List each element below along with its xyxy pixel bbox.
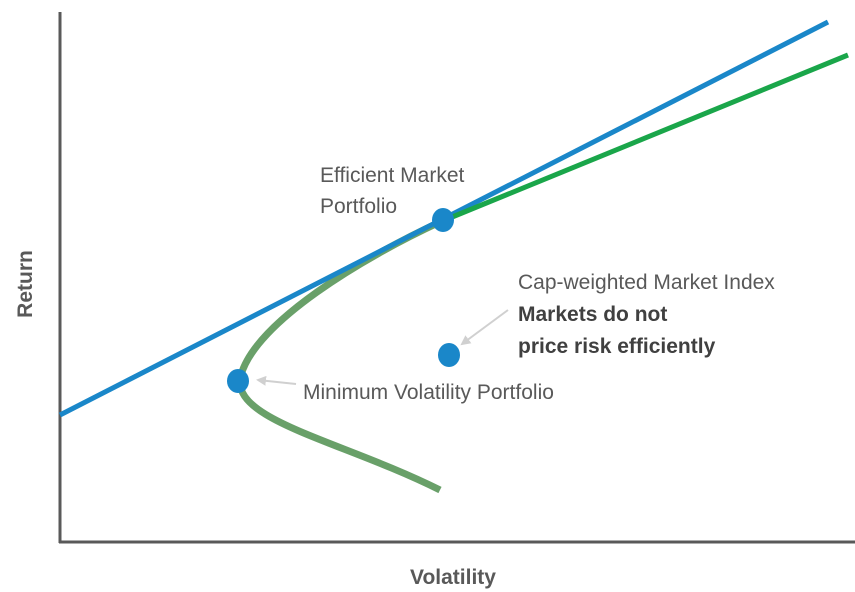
- frontier-extension: [439, 52, 849, 225]
- min-vol-point: [227, 369, 249, 393]
- annotation: Efficient Market: [320, 164, 464, 187]
- annotation: price risk efficiently: [518, 335, 716, 358]
- arrow: [460, 309, 509, 346]
- x-axis-label: Volatility: [410, 566, 496, 589]
- annotation: Minimum Volatility Portfolio: [303, 381, 554, 404]
- arrow: [256, 375, 297, 386]
- efficient-frontier: [236, 218, 442, 494]
- y-axis-label: Return: [14, 250, 37, 318]
- annotation: Markets do not: [518, 303, 667, 326]
- annotation: Cap-weighted Market Index: [518, 271, 775, 294]
- cap-weighted-point: [438, 343, 460, 367]
- efficient-market-point: [432, 208, 454, 232]
- annotation: Portfolio: [320, 195, 397, 218]
